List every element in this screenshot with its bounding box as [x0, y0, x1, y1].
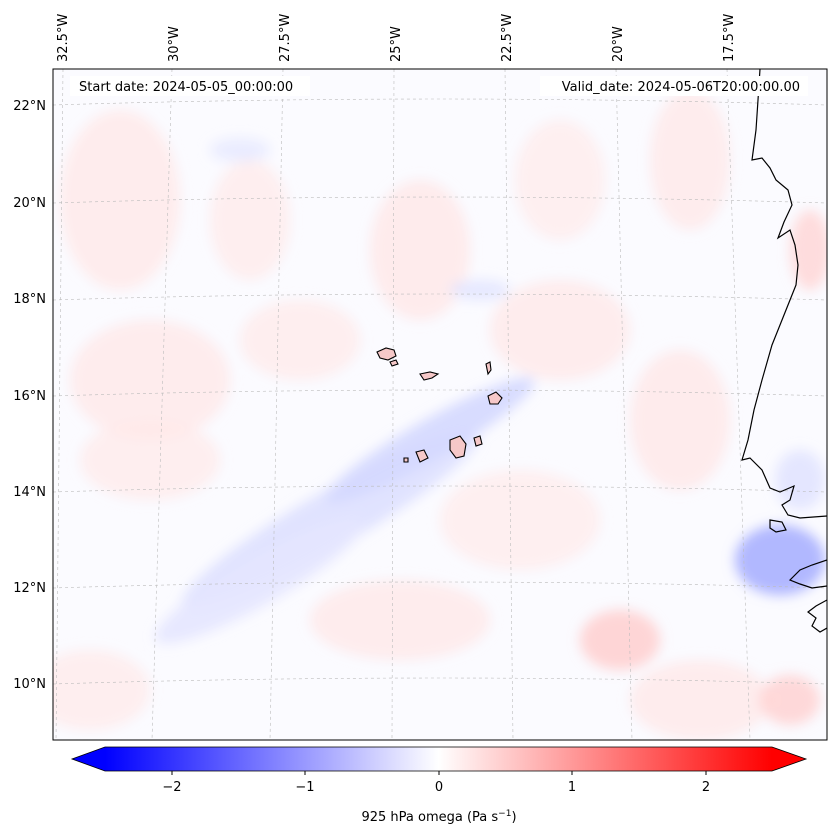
valid-date-box: [540, 76, 808, 96]
lon-label: 17.5°W: [722, 14, 737, 62]
start-date-box: [70, 76, 310, 96]
lat-label: 14°N: [13, 485, 46, 500]
lon-label: 22.5°W: [500, 14, 515, 62]
lon-label: 25°W: [389, 26, 404, 62]
colorbar-label: 925 hPa omega (Pa s−1): [361, 809, 516, 825]
colorbar-extend-max: [772, 747, 806, 771]
colorbar-label-exponent: −1: [498, 809, 511, 819]
lon-label: 20°W: [611, 26, 626, 62]
colorbar-ticks: [171, 771, 707, 775]
lon-label: 27.5°W: [278, 14, 293, 62]
colorbar-tick-label: −2: [162, 780, 181, 795]
cape-verde-islands: [376, 347, 503, 463]
start-date-label: Start date: 2024-05-05_00:00:00: [79, 80, 293, 95]
lat-label: 22°N: [13, 99, 46, 114]
colorbar-tick-label: 1: [568, 780, 576, 795]
lat-label: 12°N: [13, 581, 46, 596]
colorbar-label-close: ): [511, 810, 516, 825]
colorbar-label-main: 925 hPa omega (Pa s: [361, 810, 498, 825]
gridlines: [53, 69, 827, 740]
colorbar-outline: [70, 746, 808, 772]
colorbar-tick-label: 0: [435, 780, 443, 795]
colorbar-extend-min: [72, 747, 105, 771]
valid-date-label: Valid_date: 2024-05-06T20:00:00.00: [562, 80, 800, 95]
lat-label: 18°N: [13, 292, 46, 307]
omega-field: [53, 90, 827, 740]
lon-label: 32.5°W: [56, 14, 71, 62]
lat-label: 10°N: [13, 677, 46, 692]
lon-label: 30°W: [167, 26, 182, 62]
colorbar-tick-label: −1: [295, 780, 314, 795]
lat-label: 20°N: [13, 196, 46, 211]
lat-label: 16°N: [13, 389, 46, 404]
latitude-labels: 22°N 20°N 18°N 16°N 14°N 12°N 10°N: [13, 99, 46, 692]
colorbar-tick-label: 2: [702, 780, 710, 795]
colorbar: −2 −1 0 1 2 925 hPa omega (Pa s−1): [70, 746, 808, 825]
africa-coastline: [741, 69, 827, 633]
longitude-labels: 32.5°W 30°W 27.5°W 25°W 22.5°W 20°W 17.5…: [56, 14, 737, 62]
map-panel: Start date: 2024-05-05_00:00:00 Valid_da…: [53, 69, 827, 740]
map-frame: [52, 68, 828, 741]
colorbar-body: [105, 747, 772, 771]
